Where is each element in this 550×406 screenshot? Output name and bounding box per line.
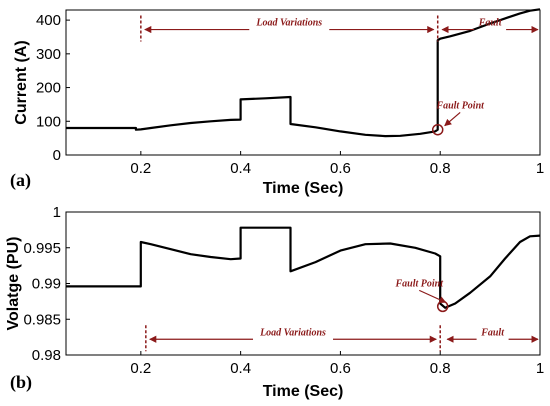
y-tick-label: 0	[53, 147, 61, 164]
y-tick-label: 100	[36, 113, 61, 130]
fault-point-marker	[431, 123, 444, 136]
panel-label: (a)	[10, 170, 31, 191]
x-tick-label: 0.4	[230, 360, 251, 377]
fault-label: Fault	[480, 327, 505, 338]
y-tick-label: 300	[36, 46, 61, 63]
load-variations-label: Load Variations	[255, 18, 322, 29]
x-tick-label: 0.8	[430, 160, 451, 177]
fault-point-label: Fault Point	[394, 278, 444, 289]
current-chart: 0.2 0.4 0.6 0.8 1 0 100 200 300 400 Time (Sec) Curr…	[10, 8, 544, 197]
fault-label: Fault	[478, 18, 503, 29]
x-tick-label: 0.6	[330, 160, 351, 177]
x-tick-label: 1	[536, 360, 544, 377]
x-tick-label: 0.6	[330, 360, 351, 377]
x-tick-label: 0.4	[230, 160, 251, 177]
data-line	[66, 226, 541, 309]
load-variations-label: Load Variations	[259, 327, 326, 338]
plot-frame	[65, 9, 541, 156]
voltage-chart: 0.2 0.4 0.6 0.8 1 0.98 0.985 0.99 0.995 1 Time (Se…	[5, 204, 544, 400]
y-tick-label: 0.99	[32, 276, 61, 293]
x-axis-label: Time (Sec)	[263, 180, 344, 197]
y-tick-label: 200	[36, 80, 61, 97]
fault-point-pointer	[444, 112, 461, 127]
panel-label: (b)	[10, 372, 32, 393]
y-tick-label: 0.995	[23, 240, 61, 257]
fault-point-label: Fault Point	[435, 100, 485, 111]
x-tick-label: 0.2	[130, 160, 151, 177]
x-axis-label: Time (Sec)	[263, 383, 344, 400]
data-line	[66, 8, 541, 138]
x-tick-label: 0.8	[430, 360, 451, 377]
y-axis-label: Volatge (PU)	[5, 237, 22, 331]
x-tick-label: 1	[536, 160, 544, 177]
y-tick-label: 1	[53, 204, 61, 221]
fault-point-pointer	[419, 289, 447, 303]
y-tick-label: 0.98	[32, 347, 61, 364]
y-tick-label: 0.985	[23, 311, 61, 328]
y-tick-label: 400	[36, 12, 61, 29]
y-axis-label: Current (A)	[13, 40, 30, 124]
x-tick-label: 0.2	[130, 360, 151, 377]
